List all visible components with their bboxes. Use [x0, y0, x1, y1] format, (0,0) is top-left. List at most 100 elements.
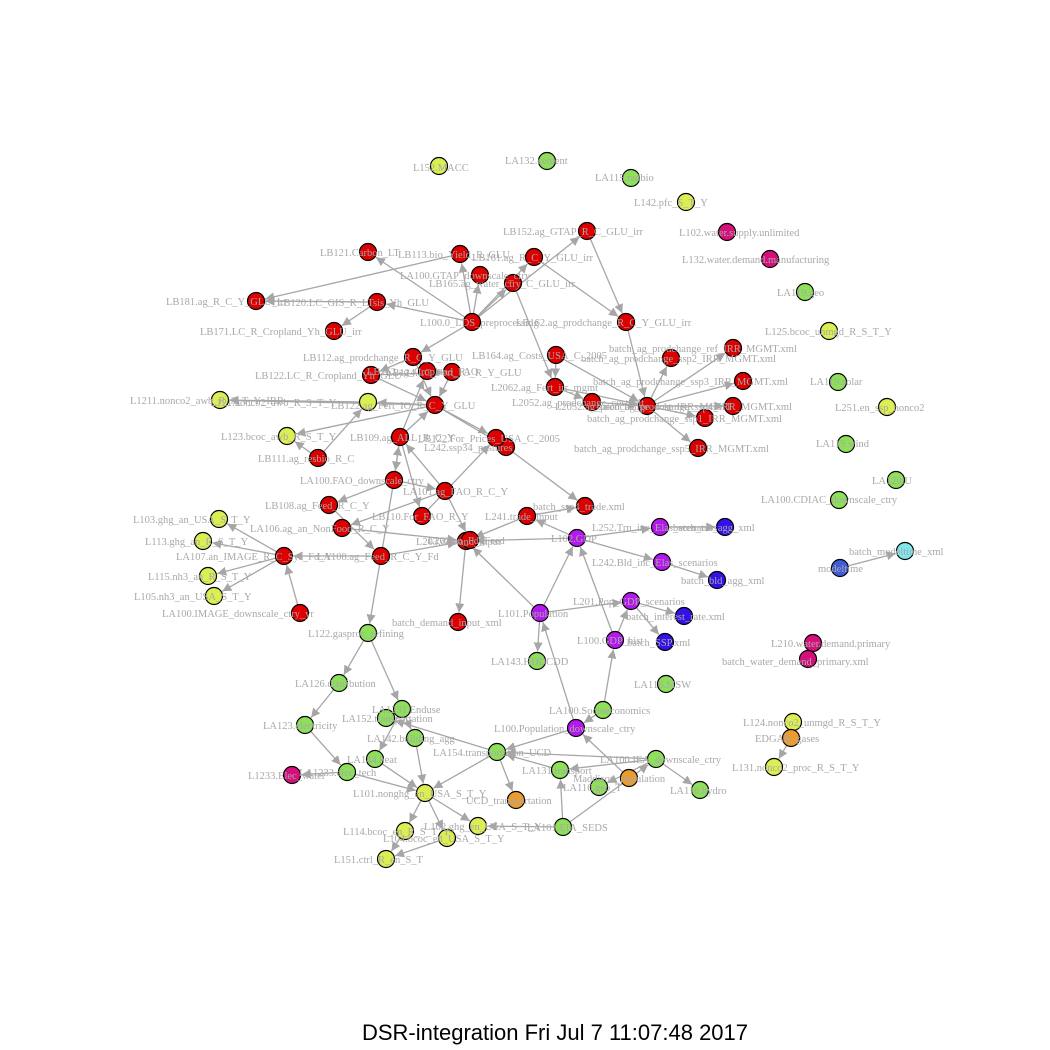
graph-edge — [217, 557, 276, 576]
graph-node — [646, 749, 666, 769]
graph-edge — [583, 713, 597, 724]
node-label: LB112.ag_prodchange_R_C_Y_GLU — [303, 353, 463, 364]
graph-node — [337, 762, 357, 782]
graph-edge — [427, 444, 490, 511]
graph-node — [384, 470, 404, 490]
graph-node — [274, 546, 294, 566]
graph-node — [593, 700, 613, 720]
graph-edge — [408, 800, 422, 823]
graph-node — [546, 345, 566, 365]
node-label: L113.ghg_an_R_S_T_Y — [145, 537, 249, 548]
graph-edge — [432, 755, 490, 789]
graph-edge — [431, 796, 471, 822]
graph-node — [470, 265, 490, 285]
node-label: batch_trn_agg_xml — [673, 523, 755, 534]
graph-edge — [402, 379, 425, 430]
node-label: batch_bld_agg_xml — [681, 576, 764, 587]
node-label: LA100.FAO_downscale_ctry — [300, 476, 424, 487]
graph-edge — [548, 598, 622, 613]
node-label: batch_water_demand_primary.xml — [722, 657, 869, 668]
graph-node — [517, 506, 537, 526]
graph-edge — [415, 746, 427, 784]
graph-node — [425, 395, 445, 415]
graph-edge — [405, 443, 441, 485]
graph-node — [690, 780, 710, 800]
graph-node — [290, 603, 310, 623]
graph-node — [405, 728, 425, 748]
graph-edge — [221, 559, 277, 592]
graph-edge — [341, 306, 371, 327]
graph-node — [367, 292, 387, 312]
node-label: L102.ghg_en_USA_S_T_Y — [424, 822, 542, 833]
node-label: LA118.MSW — [634, 680, 691, 691]
node-label: LA100.GTAP_downscale_ctry — [400, 271, 531, 282]
graph-edge — [512, 451, 578, 501]
graph-node — [361, 365, 381, 385]
graph-edge — [662, 763, 693, 786]
node-label: UCD_transportation — [466, 796, 552, 807]
graph-node — [760, 249, 780, 269]
graph-edge — [284, 564, 299, 605]
graph-edge — [499, 759, 514, 792]
graph-edge — [562, 389, 584, 400]
node-label: LB108.ag_Feed_R_C_Y — [265, 501, 370, 512]
node-label: LA115.radbio — [595, 173, 654, 184]
graph-edge — [350, 528, 457, 544]
node-label: LB181.ag_R_C_Y_GLU_irr — [166, 297, 288, 308]
graph-node — [589, 777, 609, 797]
graph-edge — [585, 524, 651, 538]
graph-node — [358, 242, 378, 262]
graph-node — [733, 371, 753, 391]
node-label: batch_ag_prodchange_ref_IRR_MGMT.xml — [609, 344, 797, 355]
graph-node — [707, 570, 727, 590]
graph-edge — [472, 284, 482, 314]
node-label: L152.MACC — [413, 163, 469, 174]
graph-edge — [390, 837, 401, 852]
graph-node — [830, 558, 850, 578]
graph-edge — [375, 256, 466, 318]
graph-edge — [355, 773, 416, 793]
graph-node — [376, 708, 396, 728]
graph-node — [448, 612, 468, 632]
graph-node — [417, 361, 437, 381]
node-label: batch_interest_rate.xml — [626, 612, 725, 623]
node-label: L123.bcoc_awb_R_S_T_Y — [221, 432, 337, 443]
graph-edge — [455, 549, 466, 613]
graph-node — [715, 517, 735, 537]
node-label: batch_ag_prodchange_ssp1_IRR_MGMT.xml — [587, 414, 782, 425]
node-label: batch_ssp4_trade.xml — [533, 502, 625, 513]
graph-node — [764, 757, 784, 777]
node-label: L101.nonghg_en_USA_S_T_Y — [353, 789, 487, 800]
node-label: LA100.IEA_downscale_ctry — [600, 755, 722, 766]
graph-node — [566, 718, 586, 738]
graph-node — [282, 765, 302, 785]
node-label: L100.0_LDS_preprocessing — [420, 318, 539, 329]
graph-edge — [541, 621, 575, 721]
graph-edge — [438, 379, 449, 397]
node-label: LA152.transportation — [342, 714, 433, 725]
graph-edge — [472, 547, 535, 608]
node-label: LB161.ag_R_C_Y_GLU_irr — [472, 253, 594, 264]
graph-node — [619, 768, 639, 788]
node-layer — [193, 151, 915, 869]
node-label: L1211.nonco2_awb_R_S_T_Y_IRR — [130, 396, 284, 407]
graph-node — [674, 606, 694, 626]
graph-node — [198, 566, 218, 586]
graph-node — [717, 222, 737, 242]
node-label: LA101.EIA_SEDS — [527, 823, 608, 834]
graph-node — [358, 392, 378, 412]
graph-node — [415, 783, 435, 803]
node-label: batch_modeltime_xml — [849, 547, 944, 558]
graph-edge — [627, 330, 647, 397]
graph-node — [460, 530, 480, 550]
graph-edge — [343, 640, 365, 676]
graph-edge — [334, 510, 375, 550]
graph-edge — [405, 410, 429, 432]
graph-node — [688, 438, 708, 458]
graph-node — [621, 591, 641, 611]
node-label: LB152.ag_GTAP_R_C_GLU_irr — [503, 227, 644, 238]
graph-node — [462, 312, 482, 332]
node-label: L142.pfc_S_T_Y — [634, 198, 708, 209]
graph-edge — [212, 539, 276, 556]
